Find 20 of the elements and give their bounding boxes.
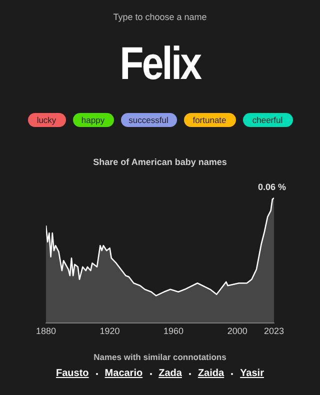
text: Fausto	[56, 368, 89, 379]
x-tick-label: 2023	[264, 326, 284, 336]
x-tick-label: 1960	[164, 326, 184, 336]
x-tick-label: 1920	[100, 326, 120, 336]
text: successful	[128, 115, 168, 125]
chart-title: Share of American baby names	[93, 157, 227, 167]
text: lucky	[36, 115, 56, 125]
text: Zada	[158, 368, 182, 379]
text: Type to choose a name	[113, 12, 207, 22]
text: Felix	[120, 37, 200, 89]
text: happy	[81, 115, 105, 125]
text: Yasir	[240, 368, 264, 379]
text: Macario	[104, 368, 143, 379]
text: Zaida	[198, 368, 224, 379]
x-tick-label: 2000	[227, 326, 248, 336]
x-tick-label: 1880	[36, 326, 56, 336]
annotation: 0.06 %	[258, 182, 286, 192]
text: cheerful	[252, 115, 283, 125]
text: Names with similar connotations	[94, 352, 226, 362]
text: fortunate	[192, 115, 226, 125]
